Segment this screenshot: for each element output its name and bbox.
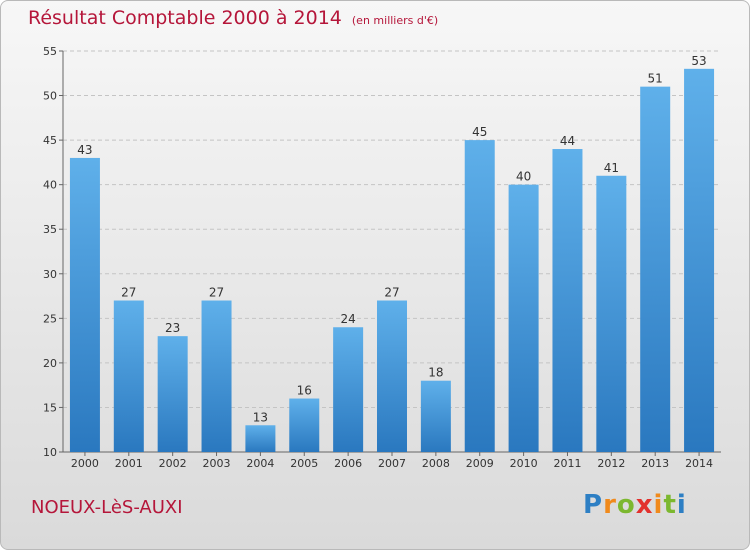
chart-title: Résultat Comptable 2000 à 2014 (en millie… (28, 7, 438, 29)
x-tick-label: 2011 (553, 457, 581, 470)
bar-2006 (333, 327, 364, 452)
x-tick-label: 2012 (597, 457, 625, 470)
bar-value-label: 27 (384, 286, 399, 300)
x-tick-label: 2010 (510, 457, 538, 470)
bar-2010 (508, 184, 539, 452)
x-tick-label: 2004 (246, 457, 274, 470)
x-tick-label: 2007 (378, 457, 406, 470)
y-tick-label: 30 (43, 268, 57, 281)
logo-letter: r (603, 490, 617, 520)
bar-value-label: 24 (340, 312, 355, 326)
x-tick-label: 2002 (159, 457, 187, 470)
y-tick-label: 50 (43, 90, 57, 103)
bar-value-label: 23 (165, 321, 180, 335)
bar-value-label: 40 (516, 170, 531, 184)
x-tick-label: 2005 (290, 457, 318, 470)
y-tick-label: 45 (43, 134, 57, 147)
bar-2008 (420, 380, 451, 452)
y-tick-label: 55 (43, 45, 57, 58)
bar-2014 (684, 68, 715, 453)
x-tick-label: 2014 (685, 457, 713, 470)
x-tick-label: 2006 (334, 457, 362, 470)
bar-2013 (640, 86, 671, 453)
place-name: NOEUX-LèS-AUXI (31, 497, 183, 518)
bar-value-label: 44 (560, 134, 575, 148)
bar-value-label: 41 (604, 161, 619, 175)
logo-letter: x (635, 490, 654, 520)
bar-value-label: 13 (253, 410, 268, 424)
chart-title-text: Résultat Comptable 2000 à 2014 (28, 7, 342, 29)
bar-2007 (377, 300, 407, 452)
y-tick-label: 35 (43, 223, 57, 236)
bars: 43 27 23 27 13 16 24 27 18 45 40 44 41 51 53 (69, 54, 715, 453)
bar-2011 (552, 149, 583, 452)
logo-letter: P (583, 490, 604, 520)
bar-value-label: 27 (209, 286, 224, 300)
x-tick-label: 2003 (203, 457, 231, 470)
logo-letter: t (663, 490, 677, 520)
bar-value-label: 51 (648, 72, 663, 86)
bar-value-label: 27 (121, 286, 136, 300)
x-tick-label: 2000 (71, 457, 99, 470)
chart-subtitle: (en milliers d'€) (351, 14, 439, 27)
x-tick-label: 2009 (466, 457, 494, 470)
y-tick-label: 15 (43, 401, 57, 414)
x-tick-label: 2001 (115, 457, 143, 470)
proxiti-logo: Proxiti (583, 490, 687, 520)
x-tick-label: 2013 (641, 457, 669, 470)
bar-2004 (245, 425, 276, 452)
bar-value-label: 53 (691, 54, 706, 68)
logo-letter: o (616, 490, 636, 520)
y-tick-label: 40 (43, 179, 57, 192)
bar-value-label: 16 (297, 384, 312, 398)
bar-2005 (289, 398, 320, 452)
bar-2012 (596, 175, 627, 452)
logo-letter: i (653, 490, 664, 520)
y-tick-label: 20 (43, 357, 57, 370)
bar-2003 (201, 300, 232, 452)
bar-2001 (113, 300, 144, 452)
bar-value-label: 18 (428, 366, 443, 380)
logo-letter: i (676, 490, 687, 520)
y-tick-label: 10 (43, 446, 57, 459)
y-tick-label: 25 (43, 312, 57, 325)
bar-2009 (464, 140, 495, 452)
bar-2000 (69, 157, 100, 452)
bar-value-label: 43 (77, 143, 92, 157)
x-tick-label: 2008 (422, 457, 450, 470)
bar-2002 (157, 336, 188, 452)
bar-value-label: 45 (472, 125, 487, 139)
